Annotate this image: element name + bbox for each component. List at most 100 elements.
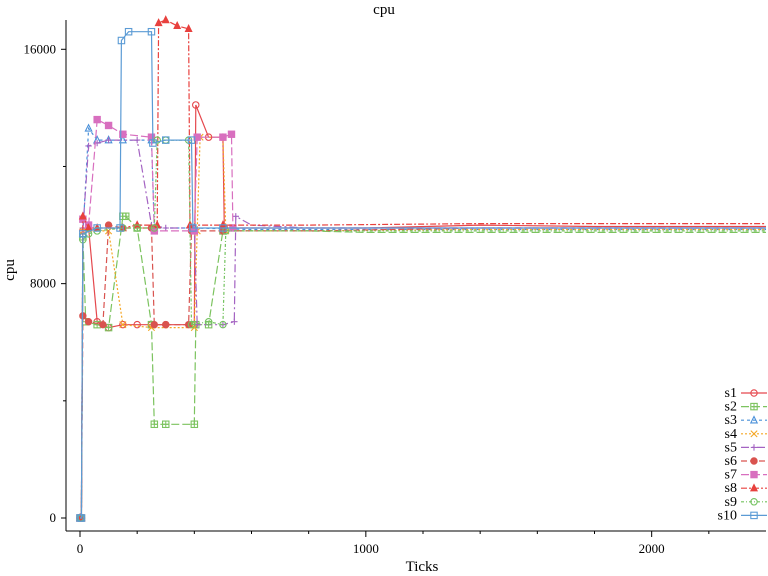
series-layer: [75, 15, 766, 522]
data-point: [93, 224, 101, 232]
legend-marker: [750, 444, 758, 451]
legend-marker: [750, 470, 758, 479]
data-point: [79, 230, 87, 238]
legend-item-s7: s7: [725, 468, 767, 483]
legend-item-s6: s6: [725, 454, 767, 469]
legend-marker: [750, 430, 758, 438]
data-point: [162, 420, 170, 429]
data-point: [99, 320, 107, 329]
series-line-s1: [80, 104, 766, 519]
legend-label: s1: [725, 386, 737, 401]
legend-label: s10: [718, 508, 737, 523]
series-line-s9: [80, 139, 766, 519]
data-point: [162, 136, 170, 144]
legend-item-s2: s2: [725, 400, 767, 415]
data-point: [133, 136, 141, 144]
legend-item-s3: s3: [725, 413, 767, 428]
legend-label: s7: [725, 468, 737, 483]
legend-label: s5: [725, 440, 737, 455]
series-line-s6: [80, 224, 766, 519]
series-line-s8: [80, 19, 766, 519]
legend-marker: [750, 498, 758, 506]
legend-label: s9: [725, 495, 737, 510]
data-point: [161, 15, 170, 24]
data-point: [231, 318, 238, 325]
series-line-s7: [80, 118, 766, 519]
legend-label: s2: [725, 400, 737, 415]
series-line-s5: [80, 139, 766, 519]
legend-item-s1: s1: [725, 386, 767, 401]
series-s9: [76, 136, 766, 522]
series-s6: [76, 221, 766, 522]
data-point: [93, 115, 101, 124]
x-axis-title: Ticks: [406, 559, 439, 575]
data-point: [187, 320, 196, 329]
data-point: [104, 121, 113, 130]
y-tick-label: 8000: [30, 276, 56, 291]
x-tick-label: 0: [77, 541, 84, 556]
y-axis-title: cpu: [2, 259, 18, 281]
legend-item-s5: s5: [725, 440, 767, 455]
series-line-s4: [80, 136, 766, 519]
legend-item-s9: s9: [725, 495, 767, 510]
data-point: [227, 130, 236, 138]
data-point: [104, 221, 113, 229]
legend-label: s4: [725, 427, 737, 442]
series-s10: [76, 27, 766, 522]
data-point: [192, 101, 200, 109]
y-tick-label: 0: [50, 510, 57, 525]
data-point: [173, 21, 182, 30]
data-point: [117, 36, 126, 45]
legend-marker: [750, 511, 758, 520]
data-point: [219, 320, 227, 329]
data-point: [133, 320, 141, 329]
data-point: [105, 136, 112, 144]
data-point: [150, 320, 159, 329]
axes: 0 8000 16000 0 1000 2000: [24, 20, 766, 556]
data-point: [187, 136, 196, 144]
legend-label: s8: [725, 481, 737, 496]
data-point: [116, 224, 124, 232]
legend-marker: [750, 457, 758, 465]
data-point: [219, 133, 227, 141]
series-s1: [76, 101, 766, 522]
data-point: [149, 139, 157, 147]
data-point: [232, 213, 239, 220]
legend-label: s3: [725, 413, 737, 428]
data-point: [84, 123, 93, 132]
data-point: [154, 18, 163, 27]
series-s2: [76, 212, 766, 522]
data-point: [204, 317, 213, 326]
data-point: [84, 318, 93, 326]
data-point: [133, 224, 141, 232]
legend-item-s10: s10: [718, 508, 767, 523]
data-point: [190, 420, 199, 429]
y-tick-label: 16000: [24, 41, 57, 56]
legend-label: s6: [725, 454, 737, 469]
data-point: [150, 224, 159, 232]
data-point: [147, 27, 156, 36]
series-s5: [76, 136, 766, 522]
x-tick-label: 2000: [639, 541, 665, 556]
series-line-s10: [80, 31, 766, 519]
data-point: [119, 321, 127, 329]
data-point: [162, 224, 169, 232]
series-s8: [75, 15, 766, 522]
data-point: [189, 224, 197, 232]
chart-title: cpu: [373, 2, 395, 18]
data-point: [150, 420, 159, 429]
data-point: [124, 27, 133, 36]
data-point: [84, 230, 93, 238]
data-point: [77, 514, 86, 522]
data-point: [219, 224, 227, 232]
series-s4: [76, 133, 766, 522]
series-line-s3: [80, 126, 766, 519]
data-point: [162, 320, 170, 329]
data-point: [78, 211, 87, 220]
legend-marker: [749, 415, 759, 424]
legend-item-s8: s8: [725, 481, 767, 496]
data-point: [121, 212, 130, 221]
data-point: [184, 23, 193, 32]
